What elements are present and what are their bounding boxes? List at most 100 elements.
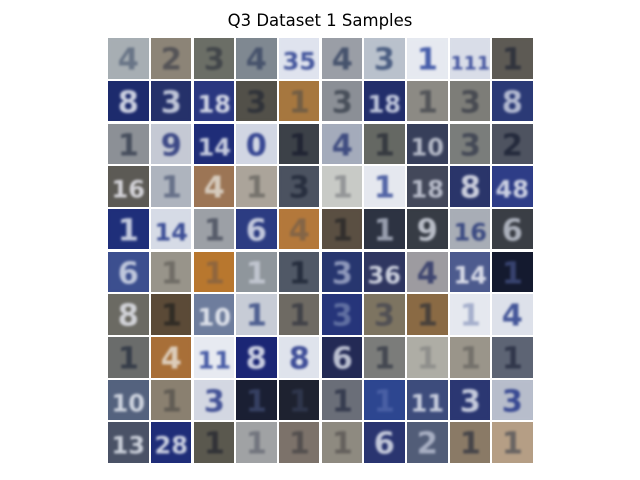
- svg-text:1: 1: [417, 43, 438, 78]
- sample-thumbnail: 1: [321, 208, 363, 250]
- sample-thumbnail: 16: [449, 208, 491, 250]
- sample-thumbnail: 1: [492, 38, 533, 79]
- sample-thumbnail: 8: [492, 80, 533, 122]
- svg-text:3: 3: [331, 299, 352, 334]
- svg-text:3: 3: [160, 85, 181, 120]
- svg-text:1: 1: [374, 342, 395, 377]
- sample-thumbnail: 1: [150, 294, 192, 335]
- sample-thumbnail: 1: [407, 38, 448, 79]
- sample-thumbnail: 1: [278, 251, 320, 293]
- svg-text:1: 1: [289, 427, 310, 462]
- svg-text:3: 3: [203, 384, 224, 419]
- svg-text:6: 6: [374, 427, 395, 462]
- svg-text:4: 4: [246, 43, 267, 78]
- sample-thumbnail: 1: [407, 80, 448, 122]
- sample-thumbnail: 1: [492, 422, 533, 463]
- sample-thumbnail: 3: [321, 80, 363, 122]
- sample-thumbnail: 4: [321, 38, 363, 79]
- sample-thumbnail: 3: [236, 80, 277, 122]
- svg-text:10: 10: [112, 389, 145, 417]
- sample-thumbnail: 14: [193, 123, 234, 164]
- sample-thumbnail: 16: [108, 166, 149, 207]
- svg-text:2: 2: [160, 43, 181, 78]
- svg-text:36: 36: [368, 261, 401, 289]
- svg-text:1: 1: [246, 384, 267, 419]
- sample-thumbnail: 10: [407, 123, 448, 164]
- sample-thumbnail: 6: [236, 208, 277, 250]
- svg-text:14: 14: [197, 133, 230, 161]
- sample-thumbnail: 1: [364, 123, 405, 164]
- sample-thumbnail: 1: [108, 208, 149, 250]
- sample-thumbnail: 2: [492, 123, 533, 164]
- svg-text:4: 4: [331, 128, 352, 163]
- sample-thumbnail: 4: [278, 208, 320, 250]
- sample-thumbnail: 3: [449, 379, 491, 421]
- sample-thumbnail: 1: [364, 337, 405, 378]
- svg-text:1: 1: [459, 427, 480, 462]
- svg-text:4: 4: [417, 256, 438, 291]
- svg-text:18: 18: [411, 176, 444, 204]
- svg-text:1: 1: [374, 128, 395, 163]
- svg-text:3: 3: [459, 384, 480, 419]
- svg-text:4: 4: [118, 43, 139, 78]
- sample-thumbnail: 0: [236, 123, 277, 164]
- svg-text:8: 8: [459, 171, 480, 206]
- sample-thumbnail: 3: [321, 251, 363, 293]
- svg-text:14: 14: [154, 219, 187, 247]
- svg-text:1: 1: [289, 128, 310, 163]
- sample-thumbnail: 1: [278, 80, 320, 122]
- svg-text:4: 4: [289, 214, 310, 249]
- sample-thumbnail: 3: [449, 80, 491, 122]
- sample-thumbnail: 8: [278, 337, 320, 378]
- svg-text:1: 1: [502, 342, 523, 377]
- svg-text:16: 16: [112, 176, 145, 204]
- sample-thumbnail: 3: [364, 294, 405, 335]
- svg-text:3: 3: [459, 85, 480, 120]
- sample-thumbnail: 8: [108, 294, 149, 335]
- svg-text:1: 1: [246, 171, 267, 206]
- svg-text:1: 1: [160, 256, 181, 291]
- svg-text:1: 1: [502, 427, 523, 462]
- svg-text:16: 16: [453, 219, 486, 247]
- svg-text:0: 0: [246, 128, 267, 163]
- sample-thumbnail: 1: [193, 422, 234, 463]
- svg-text:1: 1: [203, 256, 224, 291]
- sample-thumbnail: 111: [449, 38, 491, 79]
- svg-text:1: 1: [203, 427, 224, 462]
- sample-thumbnail: 18: [193, 80, 234, 122]
- sample-thumbnail: 13: [108, 422, 149, 463]
- svg-text:1: 1: [118, 128, 139, 163]
- svg-text:11: 11: [197, 347, 230, 375]
- svg-text:10: 10: [197, 304, 230, 332]
- svg-text:1: 1: [459, 342, 480, 377]
- sample-thumbnail: 2: [407, 422, 448, 463]
- sample-thumbnail: 1: [321, 166, 363, 207]
- svg-text:18: 18: [197, 90, 230, 118]
- svg-text:111: 111: [450, 53, 490, 75]
- sample-thumbnail: 8: [449, 166, 491, 207]
- sample-thumbnail: 6: [492, 208, 533, 250]
- svg-text:1: 1: [246, 299, 267, 334]
- sample-thumbnail: 10: [193, 294, 234, 335]
- svg-text:8: 8: [502, 85, 523, 120]
- svg-text:6: 6: [118, 256, 139, 291]
- svg-text:1: 1: [374, 171, 395, 206]
- sample-thumbnail: 1: [321, 422, 363, 463]
- sample-thumbnail: 8: [236, 337, 277, 378]
- sample-thumbnail: 1: [278, 422, 320, 463]
- sample-thumbnail: 1: [492, 251, 533, 293]
- sample-thumbnail: 1: [150, 379, 192, 421]
- sample-thumbnail: 6: [321, 337, 363, 378]
- sample-thumbnail: 3: [492, 379, 533, 421]
- svg-text:1: 1: [417, 299, 438, 334]
- svg-text:1: 1: [374, 384, 395, 419]
- sample-thumbnail: 6: [364, 422, 405, 463]
- sample-thumbnail: 1: [236, 422, 277, 463]
- svg-text:3: 3: [331, 256, 352, 291]
- sample-thumbnail: 8: [108, 80, 149, 122]
- sample-thumbnail: 18: [364, 80, 405, 122]
- svg-text:1: 1: [289, 256, 310, 291]
- figure-title: Q3 Dataset 1 Samples: [227, 11, 413, 30]
- svg-text:35: 35: [282, 48, 315, 76]
- svg-text:6: 6: [246, 214, 267, 249]
